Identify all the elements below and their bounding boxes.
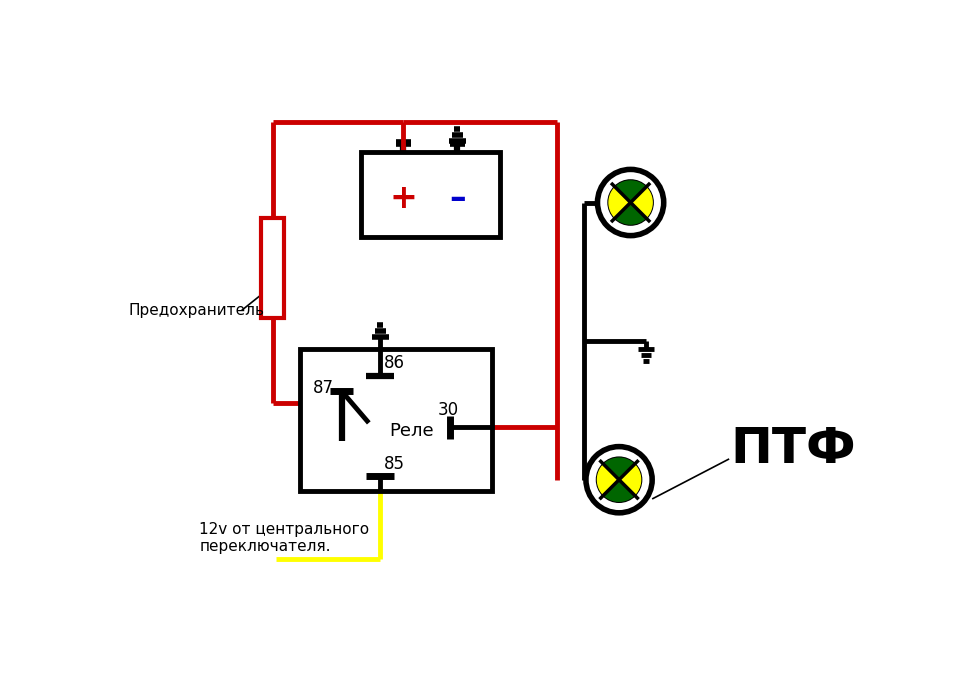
Text: Реле: Реле: [389, 423, 434, 441]
Text: Предохранитель: Предохранитель: [129, 303, 265, 318]
Circle shape: [604, 175, 658, 229]
Polygon shape: [619, 464, 640, 495]
Bar: [300, 349, 492, 491]
Circle shape: [592, 453, 646, 507]
Polygon shape: [597, 464, 619, 495]
Polygon shape: [604, 480, 635, 501]
Circle shape: [586, 446, 652, 513]
Circle shape: [609, 181, 652, 224]
Polygon shape: [604, 458, 635, 480]
Bar: [361, 152, 500, 237]
Circle shape: [597, 458, 640, 501]
Text: +: +: [390, 182, 418, 215]
Polygon shape: [615, 202, 646, 224]
Text: 30: 30: [438, 401, 459, 419]
Polygon shape: [615, 181, 646, 202]
Polygon shape: [631, 187, 652, 218]
Circle shape: [597, 169, 663, 236]
Text: 85: 85: [384, 455, 405, 473]
Polygon shape: [609, 187, 631, 218]
Text: 86: 86: [384, 353, 405, 371]
Text: ПТФ: ПТФ: [731, 425, 856, 473]
Text: 87: 87: [313, 378, 334, 396]
Text: 12v от центрального
переключателя.: 12v от центрального переключателя.: [200, 522, 370, 554]
Text: –: –: [449, 182, 466, 215]
Bar: [261, 218, 284, 318]
